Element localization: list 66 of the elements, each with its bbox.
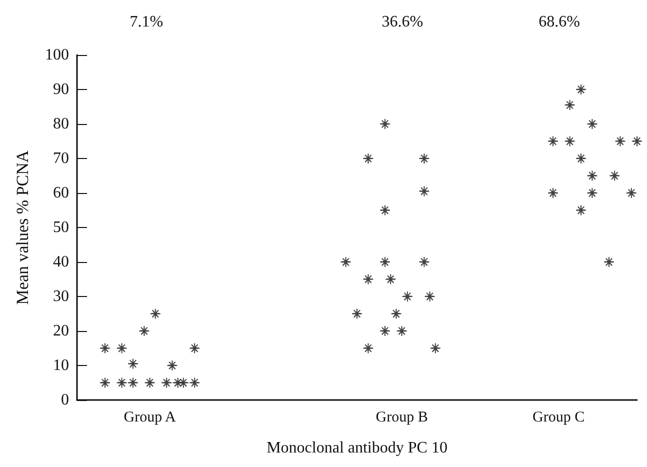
y-tick-label: 60 bbox=[53, 184, 69, 202]
point bbox=[128, 378, 138, 388]
y-tick-label: 80 bbox=[53, 116, 69, 132]
point bbox=[548, 188, 558, 198]
point bbox=[419, 154, 430, 164]
point bbox=[190, 343, 200, 354]
x-tick-label: Group B bbox=[376, 410, 428, 426]
point bbox=[139, 326, 150, 336]
point bbox=[144, 378, 155, 388]
point bbox=[363, 274, 374, 284]
point bbox=[116, 378, 127, 388]
point bbox=[380, 257, 390, 267]
y-tick-label: 10 bbox=[53, 357, 69, 374]
point bbox=[363, 154, 374, 164]
point bbox=[100, 378, 110, 388]
point bbox=[626, 188, 636, 198]
text: 68.6% bbox=[538, 14, 580, 30]
point bbox=[587, 170, 598, 181]
x-axis-title: Monoclonal antibody PC 10 bbox=[266, 440, 448, 456]
point bbox=[430, 343, 440, 354]
y-tick-label: 50 bbox=[53, 219, 69, 236]
y-tick-label: 40 bbox=[53, 254, 69, 270]
text: 36.6% bbox=[382, 14, 424, 30]
point bbox=[610, 170, 620, 181]
point bbox=[167, 360, 178, 370]
point bbox=[380, 326, 390, 336]
y-tick-label: 0 bbox=[61, 392, 69, 408]
point bbox=[587, 119, 598, 129]
point bbox=[128, 358, 138, 369]
point bbox=[396, 326, 407, 336]
y-axis-title: Mean values % PCNA bbox=[13, 150, 32, 305]
point bbox=[386, 274, 396, 284]
point bbox=[419, 186, 430, 196]
point bbox=[564, 136, 575, 146]
point bbox=[576, 205, 586, 216]
point bbox=[576, 154, 586, 164]
point bbox=[391, 308, 402, 319]
y-tick-label: 70 bbox=[53, 150, 69, 167]
point bbox=[190, 378, 200, 388]
y-tick-label: 90 bbox=[53, 81, 69, 98]
point bbox=[587, 188, 598, 198]
point bbox=[402, 292, 412, 302]
point bbox=[363, 343, 374, 354]
point bbox=[576, 84, 586, 94]
x-tick-label: Group C bbox=[532, 410, 585, 426]
y-tick-label: 100 bbox=[45, 46, 69, 64]
point bbox=[116, 343, 127, 354]
x-tick-label: Group A bbox=[124, 410, 176, 426]
point bbox=[564, 100, 575, 110]
point bbox=[380, 205, 390, 216]
point bbox=[162, 378, 172, 388]
y-tick-label: 20 bbox=[53, 322, 69, 340]
text: 7.1% bbox=[130, 14, 164, 30]
point bbox=[419, 257, 430, 267]
point bbox=[424, 292, 435, 302]
point bbox=[604, 257, 614, 267]
point bbox=[632, 136, 642, 146]
point bbox=[615, 136, 626, 146]
point bbox=[178, 378, 188, 388]
point bbox=[100, 343, 110, 354]
point bbox=[380, 119, 390, 129]
point bbox=[352, 308, 362, 319]
point bbox=[150, 308, 160, 319]
y-tick-label: 30 bbox=[53, 288, 69, 305]
point bbox=[548, 136, 558, 146]
point bbox=[340, 257, 351, 267]
